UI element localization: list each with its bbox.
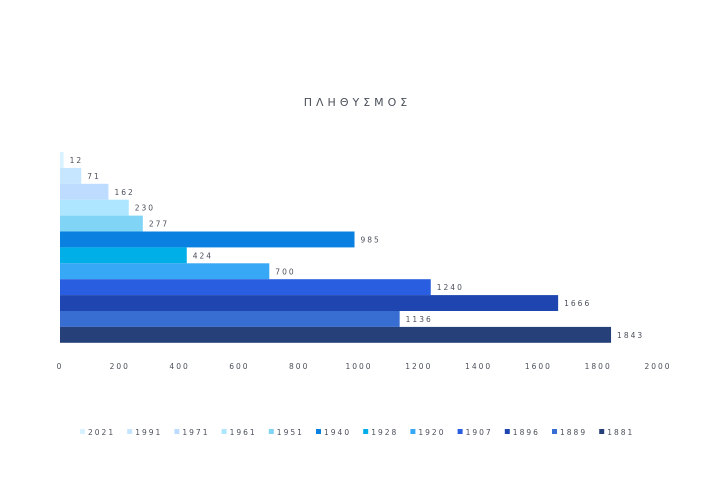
legend-label-1896: 1896 xyxy=(513,428,540,437)
legend-label-1971: 1971 xyxy=(182,428,209,437)
data-label-1961: 230 xyxy=(135,204,155,213)
legend-swatch-1920 xyxy=(410,429,416,434)
bar-1920 xyxy=(60,263,270,280)
data-label-1991: 71 xyxy=(87,172,101,181)
legend-label-1928: 1928 xyxy=(371,428,398,437)
x-tick-label: 1600 xyxy=(525,362,552,371)
data-label-1896: 1666 xyxy=(564,299,591,308)
legend-label-1991: 1991 xyxy=(135,428,162,437)
bar-1991 xyxy=(60,167,82,184)
x-tick-label: 0 xyxy=(57,362,64,371)
data-label-1951: 277 xyxy=(149,220,169,229)
legend-swatch-1951 xyxy=(268,429,274,434)
data-label-1881: 1843 xyxy=(617,331,644,340)
legend-label-1961: 1961 xyxy=(230,428,257,437)
bar-1971 xyxy=(60,183,109,200)
legend-swatch-1907 xyxy=(457,429,463,434)
bar-1940 xyxy=(60,231,355,248)
x-tick-label: 400 xyxy=(169,362,189,371)
data-label-1928: 424 xyxy=(193,251,213,260)
x-tick-label: 200 xyxy=(110,362,130,371)
x-tick-label: 1000 xyxy=(345,362,372,371)
legend-swatch-1881 xyxy=(599,429,605,434)
legend-swatch-1991 xyxy=(127,429,133,434)
legend-label-1881: 1881 xyxy=(607,428,634,437)
legend-swatch-1889 xyxy=(552,429,557,434)
legend-swatch-1961 xyxy=(221,429,227,434)
bar-1889 xyxy=(60,311,400,327)
bar-1896 xyxy=(60,295,559,311)
x-tick-label: 1400 xyxy=(465,362,492,371)
legend-label-1951: 1951 xyxy=(277,428,304,437)
chart-title: ΠΛΗΘΥΣΜΟΣ xyxy=(303,96,412,109)
bar-1928 xyxy=(60,247,187,264)
bar-1907 xyxy=(60,279,431,296)
bar-1961 xyxy=(60,199,129,216)
legend-label-1907: 1907 xyxy=(466,428,493,437)
data-label-1907: 1240 xyxy=(437,283,464,292)
x-tick-label: 600 xyxy=(229,362,249,371)
bar-2021 xyxy=(60,152,64,168)
bar-1881 xyxy=(60,326,612,343)
legend-swatch-1928 xyxy=(363,429,369,434)
x-tick-label: 2000 xyxy=(644,362,671,371)
data-label-1920: 700 xyxy=(275,267,295,276)
bar-1951 xyxy=(60,215,143,232)
legend-swatch-2021 xyxy=(80,429,85,434)
x-tick-label: 1800 xyxy=(585,362,612,371)
data-label-1940: 985 xyxy=(361,235,381,244)
legend: 2021 1991 1971 1961 1951 1940 1928 1920 1907 1896… xyxy=(80,428,634,437)
legend-swatch-1971 xyxy=(174,429,180,434)
data-label-1971: 162 xyxy=(114,188,134,197)
legend-label-2021: 2021 xyxy=(88,428,115,437)
x-axis: 0 200 400 600 800 1000 1200 1400 1600 1800 2000 xyxy=(57,362,671,371)
data-label-2021: 12 xyxy=(70,156,84,165)
legend-label-1920: 1920 xyxy=(418,428,445,437)
legend-label-1889: 1889 xyxy=(560,428,587,437)
legend-label-1940: 1940 xyxy=(324,428,351,437)
x-tick-label: 800 xyxy=(289,362,309,371)
data-label-1889: 1136 xyxy=(406,315,433,324)
legend-swatch-1896 xyxy=(504,429,510,434)
legend-swatch-1940 xyxy=(316,429,321,434)
x-tick-label: 1200 xyxy=(405,362,432,371)
